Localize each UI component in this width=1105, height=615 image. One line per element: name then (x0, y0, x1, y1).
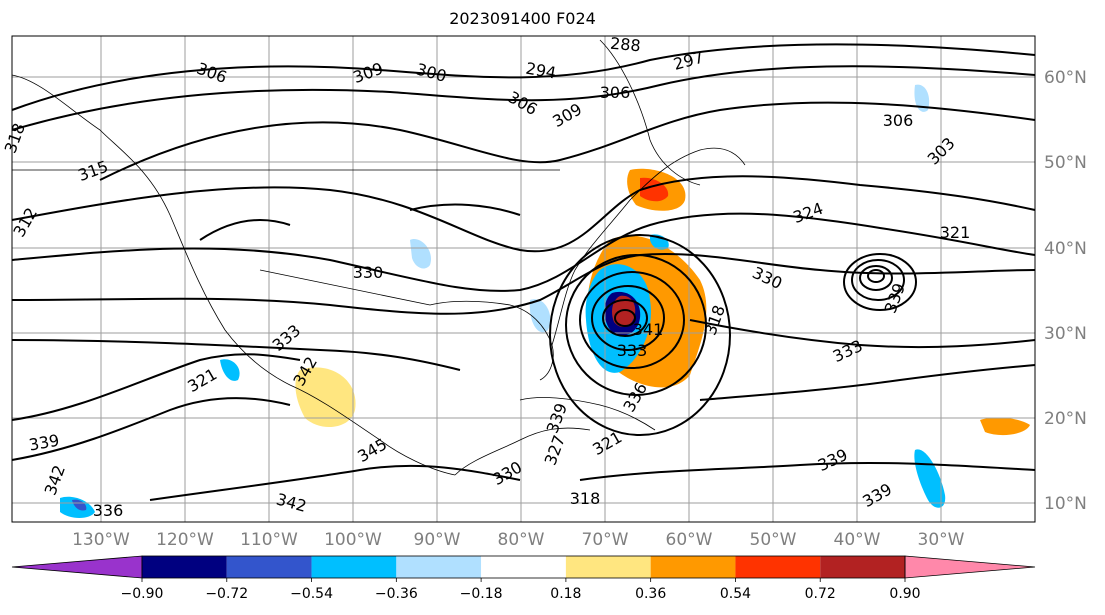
map-background (12, 36, 1035, 522)
shade-lightblue-florida (529, 299, 551, 333)
colorbar-segment (142, 556, 227, 578)
contour-label: 333 (617, 341, 648, 360)
shade-orange-east (980, 417, 1030, 436)
contour-label: 288 (609, 34, 641, 56)
lon-label: 120°W (156, 530, 214, 550)
colorbar-extend-max (904, 555, 1036, 579)
colorbar-tick-label: −0.54 (290, 586, 333, 602)
colorbar-segment (650, 556, 736, 578)
colorbar-tick-label: −0.72 (205, 586, 248, 602)
coastlines (11, 39, 746, 476)
colorbar-tick-label: −0.18 (460, 586, 503, 602)
shade-blue-baja (220, 359, 240, 381)
contour-label: 306 (600, 83, 631, 102)
lon-label: 110°W (240, 530, 298, 550)
contour-label: 306 (883, 111, 914, 130)
lon-label: 100°W (324, 530, 382, 550)
height-contours (11, 43, 1036, 501)
colorbar-segment (820, 556, 905, 578)
shade-lightblue-north (914, 84, 930, 112)
colorbar-tick-label: 0.18 (550, 586, 581, 602)
contour-label: 318 (570, 489, 601, 508)
shade-red-hurricane (612, 295, 636, 327)
lon-label: 60°W (666, 530, 713, 550)
longitude-labels: 130°W 120°W 110°W 100°W 90°W 80°W 70°W 60°W 50°W… (72, 530, 965, 550)
shade-lightblue-gulf (410, 239, 431, 269)
colorbar-segment (311, 556, 397, 578)
lon-label: 50°W (750, 530, 797, 550)
lon-label: 130°W (72, 530, 130, 550)
lat-label: 30°N (1044, 324, 1087, 344)
lon-label: 70°W (582, 530, 629, 550)
shade-darkblue-sw (72, 499, 87, 511)
contour-label: 341 (633, 320, 664, 339)
colorbar-tick-label: 0.72 (805, 586, 836, 602)
colorbar-segment (565, 556, 651, 578)
colorbar-segment (226, 556, 312, 578)
colorbar-tick-label: −0.36 (375, 586, 418, 602)
colorbar-extend-min (11, 555, 143, 579)
colorbar (11, 555, 1036, 579)
shade-yellow-mexico (295, 367, 356, 428)
colorbar-segment (481, 556, 566, 578)
lon-label: 30°W (918, 530, 965, 550)
lat-label: 20°N (1044, 409, 1087, 429)
lat-label: 10°N (1044, 494, 1087, 514)
colorbar-tick-label: −0.90 (121, 586, 164, 602)
contour-label: 321 (940, 223, 971, 242)
colorbar-segment (396, 556, 482, 578)
lon-label: 90°W (414, 530, 461, 550)
contour-label: 336 (93, 501, 124, 520)
lat-label: 60°N (1044, 68, 1087, 88)
colorbar-tick-label: 0.90 (889, 586, 920, 602)
lon-label: 80°W (498, 530, 545, 550)
map-title: 2023091400 F024 (449, 9, 596, 28)
colorbar-tick-labels: −0.90 −0.72 −0.54 −0.36 −0.18 0.18 0.36 0.54 0.7… (121, 578, 921, 602)
colorbar-tick-label: 0.36 (635, 586, 666, 602)
colorbar-tick-label: 0.54 (720, 586, 751, 602)
colorbar-outline (141, 555, 906, 579)
lat-label: 50°N (1044, 153, 1087, 173)
map-frame (11, 35, 1036, 523)
lat-label: 40°N (1044, 239, 1087, 259)
lon-label: 40°W (834, 530, 881, 550)
contour-label: 330 (353, 263, 384, 282)
colorbar-segment (735, 556, 821, 578)
latitude-labels: 60°N 50°N 40°N 30°N 20°N 10°N (1044, 68, 1087, 514)
